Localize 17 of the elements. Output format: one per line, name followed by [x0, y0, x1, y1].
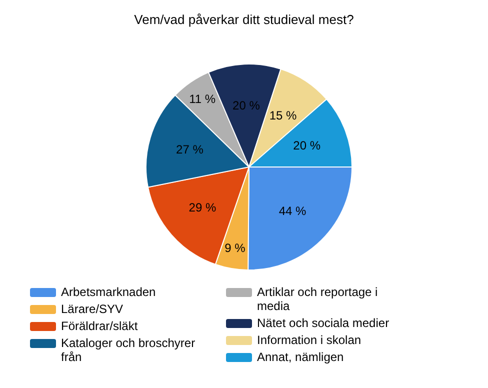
data-label: 11 % [189, 92, 216, 106]
data-label: 9 % [224, 241, 246, 256]
legend-label: Kataloger och broschyrer från [61, 336, 196, 364]
data-label: 20 % [293, 138, 321, 152]
legend-label: Arbetsmarknaden [61, 285, 156, 299]
legend-label: Annat, nämligen [257, 350, 344, 364]
legend-label: Föräldrar/släkt [61, 319, 138, 333]
data-label: 27 % [176, 142, 204, 156]
legend-label: Nätet och sociala medier [257, 316, 390, 330]
legend-label: Information i skolan [257, 333, 362, 347]
data-label: 15 % [269, 108, 298, 122]
legend-label: Artiklar och reportage i media [257, 285, 379, 313]
data-label: 29 % [188, 200, 216, 215]
legend-label: Lärare/SYV [61, 302, 124, 316]
chart-title: Vem/vad påverkar ditt studieval mest? [133, 11, 355, 29]
data-label: 44 % [278, 204, 307, 218]
data-label: 20 % [232, 98, 260, 112]
